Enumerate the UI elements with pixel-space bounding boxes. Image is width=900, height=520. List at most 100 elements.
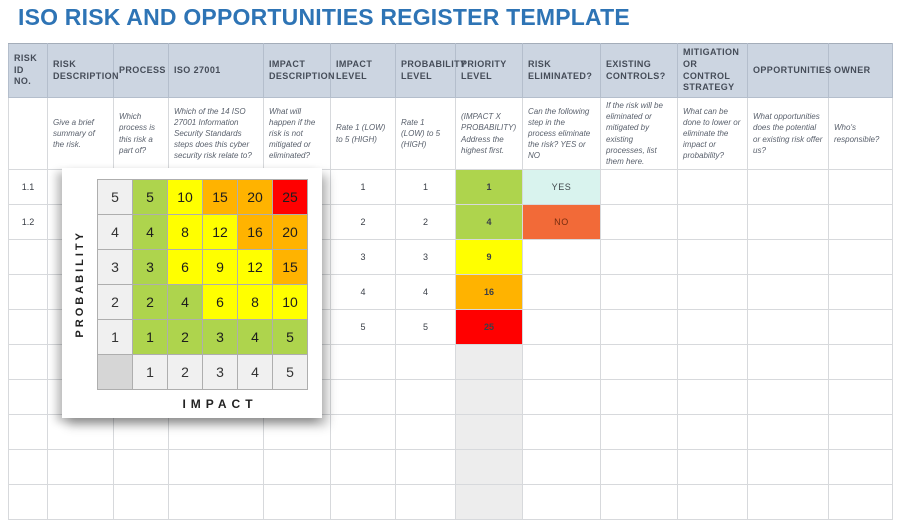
cell-impact-level[interactable]: 2 xyxy=(330,204,396,241)
cell-risk-eliminated[interactable] xyxy=(522,344,601,381)
cell-existing-controls[interactable] xyxy=(600,239,678,276)
cell-owner[interactable] xyxy=(828,344,893,381)
cell-impact-level[interactable] xyxy=(330,484,396,520)
cell-probability-level[interactable]: 4 xyxy=(395,274,456,311)
cell-owner[interactable] xyxy=(828,379,893,416)
cell-risk-id[interactable] xyxy=(8,484,48,520)
cell-risk-description[interactable] xyxy=(47,484,114,520)
cell-iso-27001[interactable] xyxy=(168,414,264,451)
cell-mitigation-or-control-strategy[interactable] xyxy=(677,204,748,241)
cell-mitigation-or-control-strategy[interactable] xyxy=(677,484,748,520)
cell-risk-eliminated[interactable]: YES xyxy=(522,169,601,206)
cell-opportunities[interactable] xyxy=(747,169,829,206)
cell-priority-level[interactable]: 9 xyxy=(455,239,523,276)
cell-impact-level[interactable]: 1 xyxy=(330,169,396,206)
cell-mitigation-or-control-strategy[interactable] xyxy=(677,169,748,206)
cell-priority-level[interactable] xyxy=(455,379,523,416)
cell-opportunities[interactable] xyxy=(747,414,829,451)
cell-risk-eliminated[interactable] xyxy=(522,274,601,311)
cell-process[interactable] xyxy=(113,449,169,486)
cell-owner[interactable] xyxy=(828,414,893,451)
cell-existing-controls[interactable] xyxy=(600,204,678,241)
cell-probability-level[interactable]: 5 xyxy=(395,309,456,346)
cell-opportunities[interactable] xyxy=(747,449,829,486)
cell-opportunities[interactable] xyxy=(747,344,829,381)
cell-existing-controls[interactable] xyxy=(600,344,678,381)
cell-iso-27001[interactable] xyxy=(168,484,264,520)
cell-owner[interactable] xyxy=(828,309,893,346)
cell-risk-eliminated[interactable]: NO xyxy=(522,204,601,241)
cell-probability-level[interactable] xyxy=(395,484,456,520)
cell-risk-eliminated[interactable] xyxy=(522,449,601,486)
cell-risk-description[interactable] xyxy=(47,414,114,451)
cell-probability-level[interactable]: 3 xyxy=(395,239,456,276)
cell-owner[interactable] xyxy=(828,204,893,241)
cell-mitigation-or-control-strategy[interactable] xyxy=(677,414,748,451)
cell-impact-level[interactable] xyxy=(330,379,396,416)
cell-risk-id[interactable] xyxy=(8,309,48,346)
cell-risk-id[interactable] xyxy=(8,414,48,451)
cell-existing-controls[interactable] xyxy=(600,309,678,346)
cell-risk-eliminated[interactable] xyxy=(522,414,601,451)
cell-impact-level[interactable] xyxy=(330,344,396,381)
cell-impact-description[interactable] xyxy=(263,414,331,451)
cell-priority-level[interactable]: 1 xyxy=(455,169,523,206)
cell-priority-level[interactable] xyxy=(455,449,523,486)
cell-probability-level[interactable] xyxy=(395,344,456,381)
cell-impact-description[interactable] xyxy=(263,449,331,486)
cell-existing-controls[interactable] xyxy=(600,379,678,416)
cell-owner[interactable] xyxy=(828,484,893,520)
cell-opportunities[interactable] xyxy=(747,309,829,346)
cell-risk-description[interactable] xyxy=(47,449,114,486)
cell-impact-level[interactable] xyxy=(330,414,396,451)
cell-risk-id[interactable]: 1.2 xyxy=(8,204,48,241)
cell-risk-id[interactable] xyxy=(8,449,48,486)
cell-mitigation-or-control-strategy[interactable] xyxy=(677,309,748,346)
cell-owner[interactable] xyxy=(828,169,893,206)
cell-priority-level[interactable] xyxy=(455,344,523,381)
cell-opportunities[interactable] xyxy=(747,239,829,276)
cell-probability-level[interactable]: 1 xyxy=(395,169,456,206)
cell-opportunities[interactable] xyxy=(747,484,829,520)
cell-owner[interactable] xyxy=(828,239,893,276)
cell-risk-eliminated[interactable] xyxy=(522,239,601,276)
cell-impact-level[interactable]: 4 xyxy=(330,274,396,311)
cell-impact-level[interactable] xyxy=(330,449,396,486)
cell-iso-27001[interactable] xyxy=(168,449,264,486)
cell-priority-level[interactable]: 4 xyxy=(455,204,523,241)
cell-existing-controls[interactable] xyxy=(600,274,678,311)
cell-risk-eliminated[interactable] xyxy=(522,379,601,416)
cell-probability-level[interactable] xyxy=(395,449,456,486)
cell-risk-id[interactable] xyxy=(8,239,48,276)
cell-risk-id[interactable] xyxy=(8,379,48,416)
cell-mitigation-or-control-strategy[interactable] xyxy=(677,379,748,416)
cell-probability-level[interactable]: 2 xyxy=(395,204,456,241)
cell-existing-controls[interactable] xyxy=(600,414,678,451)
cell-existing-controls[interactable] xyxy=(600,484,678,520)
cell-existing-controls[interactable] xyxy=(600,169,678,206)
cell-opportunities[interactable] xyxy=(747,274,829,311)
cell-mitigation-or-control-strategy[interactable] xyxy=(677,344,748,381)
cell-owner[interactable] xyxy=(828,449,893,486)
cell-process[interactable] xyxy=(113,484,169,520)
cell-risk-eliminated[interactable] xyxy=(522,484,601,520)
cell-priority-level[interactable] xyxy=(455,414,523,451)
cell-risk-id[interactable]: 1.1 xyxy=(8,169,48,206)
cell-process[interactable] xyxy=(113,414,169,451)
cell-risk-id[interactable] xyxy=(8,274,48,311)
cell-owner[interactable] xyxy=(828,274,893,311)
cell-risk-id[interactable] xyxy=(8,344,48,381)
cell-priority-level[interactable] xyxy=(455,484,523,520)
cell-probability-level[interactable] xyxy=(395,379,456,416)
cell-priority-level[interactable]: 25 xyxy=(455,309,523,346)
cell-opportunities[interactable] xyxy=(747,379,829,416)
cell-priority-level[interactable]: 16 xyxy=(455,274,523,311)
cell-impact-level[interactable]: 5 xyxy=(330,309,396,346)
cell-probability-level[interactable] xyxy=(395,414,456,451)
cell-existing-controls[interactable] xyxy=(600,449,678,486)
cell-risk-eliminated[interactable] xyxy=(522,309,601,346)
cell-impact-description[interactable] xyxy=(263,484,331,520)
cell-opportunities[interactable] xyxy=(747,204,829,241)
cell-mitigation-or-control-strategy[interactable] xyxy=(677,274,748,311)
cell-mitigation-or-control-strategy[interactable] xyxy=(677,449,748,486)
